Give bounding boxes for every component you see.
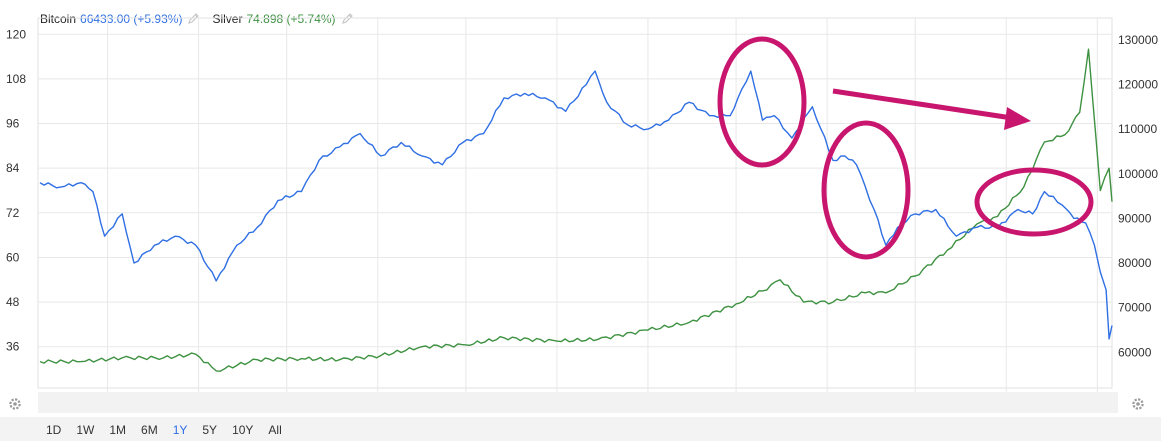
annotation-circle-oct — [717, 36, 807, 168]
legend-item-silver[interactable]: Silver 74.898 (+5.74%) — [212, 12, 353, 26]
range-selector: 1D 1W 1M 6M 1Y 5Y 10Y All — [38, 421, 289, 439]
chart-navigator[interactable] — [38, 392, 1118, 413]
annotation-arrow-head — [1004, 107, 1031, 130]
y-right-tick-label: 60000 — [1118, 345, 1152, 359]
pencil-icon[interactable] — [340, 12, 354, 26]
gear-icon[interactable] — [7, 396, 23, 412]
plot-area-border — [37, 17, 1113, 389]
y-right-tick-label: 110000 — [1118, 122, 1157, 136]
legend-silver-value: 74.898 (+5.74%) — [246, 12, 336, 26]
pencil-icon[interactable] — [186, 12, 200, 26]
range-button-10y[interactable]: 10Y — [232, 423, 254, 437]
y-left-tick-label: 48 — [6, 295, 20, 309]
chart-legend: Bitcoin 66433.00 (+5.93%) Silver 74.898 … — [40, 10, 366, 28]
legend-silver-name: Silver — [212, 12, 243, 26]
y-right-tick-label: 70000 — [1118, 301, 1152, 315]
range-button-6m[interactable]: 6M — [141, 423, 158, 437]
range-button-5y[interactable]: 5Y — [202, 423, 218, 437]
annotations — [717, 36, 1094, 260]
y-left-tick-label: 120 — [6, 27, 26, 41]
y-right-tick-label: 100000 — [1118, 167, 1158, 181]
range-button-1y[interactable]: 1Y — [172, 423, 188, 437]
y-left-tick-label: 72 — [6, 206, 20, 220]
y-left-tick-label: 36 — [6, 340, 20, 354]
range-button-1d[interactable]: 1D — [46, 423, 62, 437]
series-line-silver — [39, 48, 1113, 372]
series-lines — [39, 48, 1113, 372]
y-left-tick-label: 108 — [6, 72, 26, 86]
annotation-arrow-shaft — [832, 88, 1013, 121]
legend-item-bitcoin[interactable]: Bitcoin 66433.00 (+5.93%) — [40, 12, 200, 26]
legend-bitcoin-name: Bitcoin — [40, 12, 77, 26]
legend-bitcoin-value: 66433.00 (+5.93%) — [80, 12, 183, 26]
grid-lines — [37, 17, 1113, 392]
y-right-tick-label: 120000 — [1118, 77, 1158, 91]
y-right-tick-label: 90000 — [1118, 211, 1152, 225]
annotation-circle-nov — [821, 120, 911, 260]
gear-icon[interactable] — [1130, 396, 1146, 412]
y-left-tick-label: 84 — [6, 161, 20, 175]
range-button-1m[interactable]: 1M — [109, 423, 127, 437]
series-line-bitcoin — [39, 70, 1113, 340]
y-right-tick-label: 80000 — [1118, 256, 1152, 270]
range-button-all[interactable]: All — [268, 423, 282, 437]
annotation-circle-jan — [974, 167, 1094, 237]
y-left-tick-label: 96 — [6, 117, 20, 131]
range-button-1w[interactable]: 1W — [76, 423, 95, 437]
y-right-tick-label: 130000 — [1118, 33, 1158, 47]
range-selector-bar — [0, 417, 1161, 441]
y-left-tick-label: 60 — [6, 250, 20, 264]
